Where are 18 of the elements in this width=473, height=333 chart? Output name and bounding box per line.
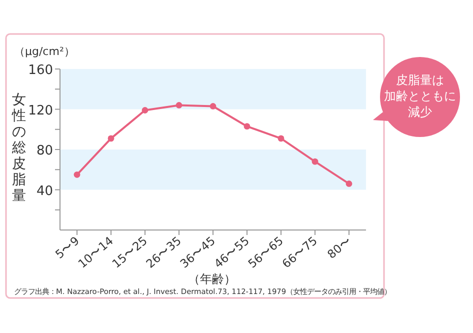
point [210,103,216,110]
y-tick-label: 160 [28,63,53,78]
point [74,171,80,178]
point [312,158,318,165]
point [176,102,182,108]
y-tick-label: 120 [28,103,53,118]
y-axis-title: 女性の総皮脂量 [11,92,26,204]
point [244,123,250,130]
x-tick-label: 80〜 [324,234,354,262]
point [142,107,148,114]
point [346,180,352,187]
callout: 皮脂量は加齢とともに減少 [373,57,460,137]
point [278,135,284,142]
y-tick-label: 40 [36,184,53,199]
point [108,135,114,142]
y-tick-label: 80 [36,144,53,158]
text: （μg/cm²） [14,45,75,58]
x-axis-title: （年齢） [188,272,236,286]
